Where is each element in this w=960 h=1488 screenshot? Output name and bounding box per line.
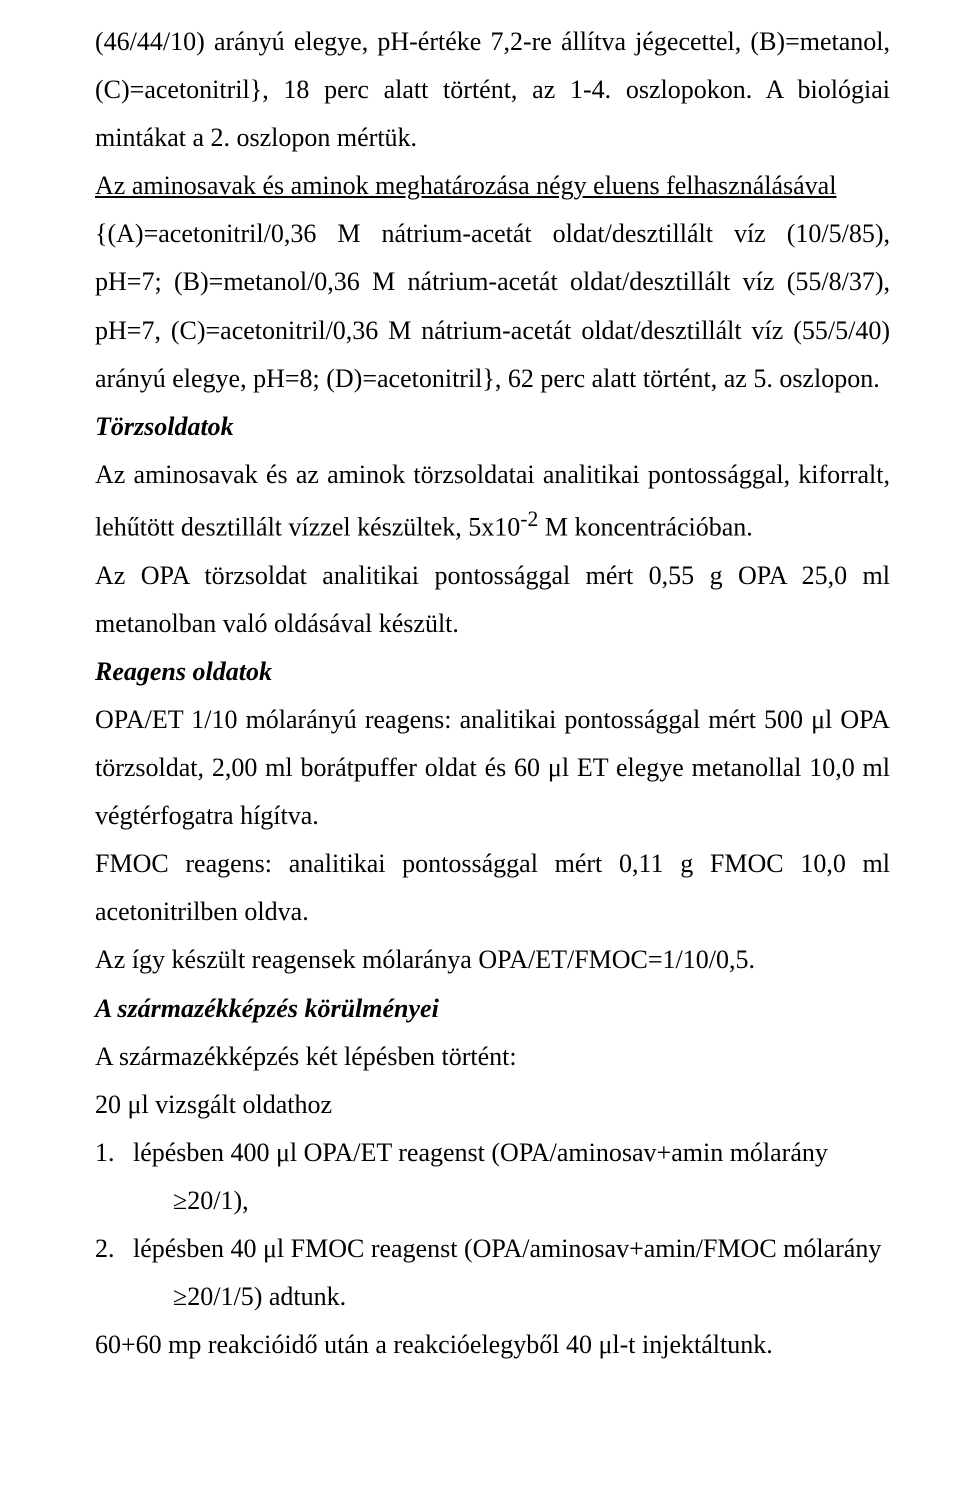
underline-text: Az aminosavak és aminok meghatározása né… bbox=[95, 171, 836, 200]
list-number: 1. bbox=[95, 1129, 133, 1177]
paragraph-underline: Az aminosavak és aminok meghatározása né… bbox=[95, 162, 890, 210]
text-part: M koncentrációban. bbox=[538, 513, 752, 542]
text-part: Az aminosavak és az aminok törzsoldatai … bbox=[95, 460, 890, 542]
list-continuation: ≥20/1/5) adtunk. bbox=[95, 1273, 890, 1321]
list-continuation: ≥20/1), bbox=[95, 1177, 890, 1225]
paragraph: FMOC reagens: analitikai pontossággal mé… bbox=[95, 840, 890, 936]
superscript: -2 bbox=[520, 507, 538, 531]
section-heading: A származékképzés körülményei bbox=[95, 985, 890, 1033]
paragraph: (46/44/10) arányú elegye, pH-értéke 7,2-… bbox=[95, 18, 890, 162]
section-heading: Törzsoldatok bbox=[95, 403, 890, 451]
paragraph: Az így készült reagensek mólaránya OPA/E… bbox=[95, 936, 890, 984]
heading-text: Reagens oldatok bbox=[95, 657, 272, 686]
document-page: (46/44/10) arányú elegye, pH-értéke 7,2-… bbox=[0, 0, 960, 1488]
paragraph: 20 μl vizsgált oldathoz bbox=[95, 1081, 890, 1129]
list-number: 2. bbox=[95, 1225, 133, 1273]
heading-text: Törzsoldatok bbox=[95, 412, 234, 441]
paragraph: A származékképzés két lépésben történt: bbox=[95, 1033, 890, 1081]
paragraph: Az aminosavak és az aminok törzsoldatai … bbox=[95, 451, 890, 552]
paragraph: {(A)=acetonitril/0,36 M nátrium-acetát o… bbox=[95, 210, 890, 402]
list-body: lépésben 40 μl FMOC reagenst (OPA/aminos… bbox=[133, 1225, 890, 1273]
section-heading: Reagens oldatok bbox=[95, 648, 890, 696]
paragraph: Az OPA törzsoldat analitikai pontosságga… bbox=[95, 552, 890, 648]
list-item: 2. lépésben 40 μl FMOC reagenst (OPA/ami… bbox=[95, 1225, 890, 1273]
paragraph: OPA/ET 1/10 mólarányú reagens: analitika… bbox=[95, 696, 890, 840]
list-item: 1. lépésben 400 μl OPA/ET reagenst (OPA/… bbox=[95, 1129, 890, 1177]
list-body: lépésben 400 μl OPA/ET reagenst (OPA/ami… bbox=[133, 1129, 890, 1177]
heading-text: A származékképzés körülményei bbox=[95, 994, 439, 1023]
paragraph: 60+60 mp reakcióidő után a reakcióelegyb… bbox=[95, 1321, 890, 1369]
